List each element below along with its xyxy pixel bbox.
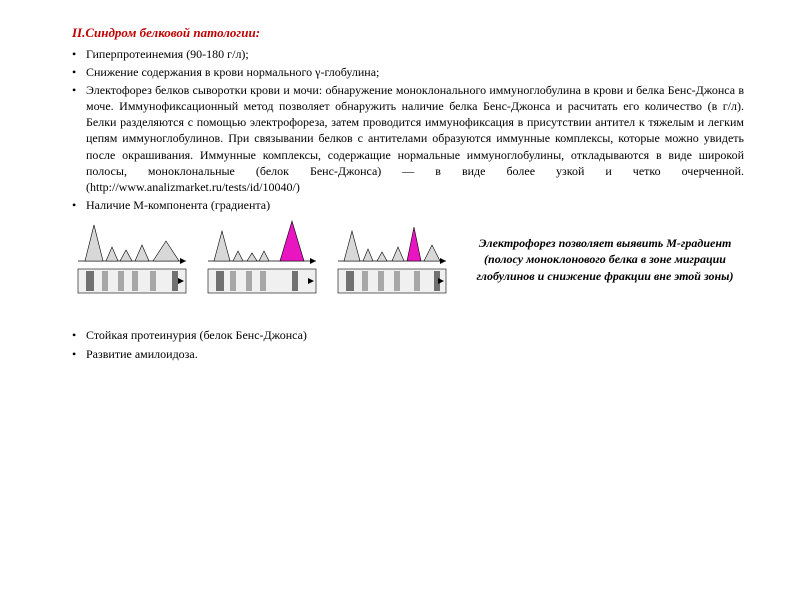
bullet-item: Развитие амилоидоза. [72,346,744,362]
bullet-item: Наличие М-компонента (градиента) [72,197,744,213]
caption-line: (полосу моноклонового белка в зоне мигра… [484,252,726,266]
caption-line: глобулинов и снижение фракции вне этой з… [477,269,734,283]
figure-caption: Электрофорез позволяет выявить М-градиен… [466,235,744,284]
bullet-item: Электофорез белков сыворотки крови и моч… [72,82,744,195]
bullet-item: Снижение содержания в крови нормального … [72,64,744,80]
electrophoresis-panel [72,219,192,299]
bullet-item: Стойкая протеинурия (белок Бенс-Джонса) [72,327,744,343]
bullets-top: Гиперпротеинемия (90-180 г/л); Снижение … [72,46,744,214]
electrophoresis-panel [202,219,322,299]
electrophoresis-panels [72,219,452,299]
electrophoresis-panel [332,219,452,299]
bullet-item: Гиперпротеинемия (90-180 г/л); [72,46,744,62]
figure-row: Электрофорез позволяет выявить М-градиен… [72,219,744,299]
caption-line: Электрофорез позволяет выявить М-градиен… [479,236,732,250]
section-title: II.Синдром белковой патологии: [72,24,744,42]
bullets-bottom: Стойкая протеинурия (белок Бенс-Джонса) … [72,327,744,361]
